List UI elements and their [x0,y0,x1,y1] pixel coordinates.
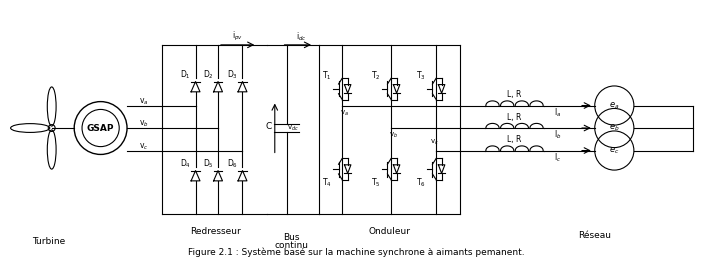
Text: Réseau: Réseau [578,231,611,240]
Text: I$_a$: I$_a$ [554,106,561,119]
Text: I$_c$: I$_c$ [554,151,561,164]
Text: v$_a$: v$_a$ [340,109,349,118]
Text: D$_2$: D$_2$ [203,69,214,82]
Text: Figure 2.1 : Système basé sur la machine synchrone à aimants pemanent.: Figure 2.1 : Système basé sur la machine… [188,247,524,257]
Text: Bus: Bus [283,233,300,242]
Text: e$_a$: e$_a$ [609,100,619,111]
Text: i$_{pv}$: i$_{pv}$ [232,29,243,43]
Text: T$_1$: T$_1$ [322,70,332,82]
Text: e$_b$: e$_b$ [609,123,619,133]
Text: T$_5$: T$_5$ [371,176,380,189]
Text: L, R: L, R [508,113,522,122]
Text: I$_b$: I$_b$ [554,129,561,141]
Text: D$_5$: D$_5$ [203,158,214,171]
Text: v$_b$: v$_b$ [139,119,149,129]
Text: D$_3$: D$_3$ [227,69,239,82]
Text: v$_{dc}$: v$_{dc}$ [286,123,298,133]
Text: v$_b$: v$_b$ [389,131,398,140]
Text: GSAP: GSAP [87,124,115,133]
Text: D$_4$: D$_4$ [180,158,192,171]
Text: L, R: L, R [508,135,522,144]
Text: D$_1$: D$_1$ [180,69,191,82]
Text: continu: continu [274,241,308,250]
Text: T$_4$: T$_4$ [322,176,332,189]
Text: i$_{dc}$: i$_{dc}$ [296,31,306,43]
Text: T$_2$: T$_2$ [371,70,380,82]
Text: D$_6$: D$_6$ [227,158,239,171]
Text: v$_c$: v$_c$ [139,141,148,152]
Text: T$_6$: T$_6$ [416,176,426,189]
Text: v$_c$: v$_c$ [430,138,439,147]
Text: T$_3$: T$_3$ [416,70,426,82]
Text: Onduleur: Onduleur [368,227,410,236]
Text: L, R: L, R [508,90,522,99]
Text: e$_c$: e$_c$ [609,145,619,156]
Text: Redresseur: Redresseur [189,227,241,236]
Text: C: C [266,122,272,131]
Text: Turbine: Turbine [32,237,66,246]
Text: v$_a$: v$_a$ [139,96,148,107]
